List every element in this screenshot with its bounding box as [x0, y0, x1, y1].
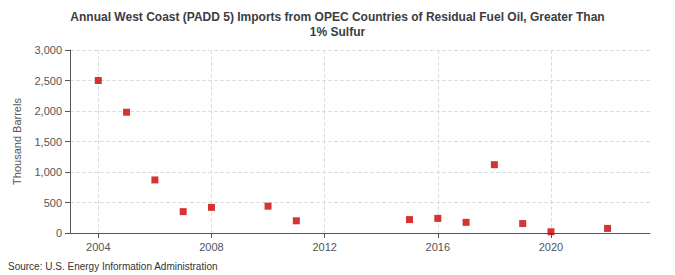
svg-text:2020: 2020	[539, 241, 563, 253]
svg-text:2004: 2004	[86, 241, 110, 253]
svg-text:500: 500	[44, 197, 62, 209]
svg-text:1% Sulfur: 1% Sulfur	[310, 25, 366, 39]
svg-text:Thousand Barrels: Thousand Barrels	[11, 98, 23, 185]
svg-text:3,000: 3,000	[34, 44, 62, 56]
svg-text:1,500: 1,500	[34, 136, 62, 148]
svg-text:Annual West Coast (PADD 5) Imp: Annual West Coast (PADD 5) Imports from …	[70, 10, 604, 24]
svg-text:1,000: 1,000	[34, 166, 62, 178]
svg-text:2012: 2012	[312, 241, 336, 253]
svg-text:2,500: 2,500	[34, 75, 62, 87]
svg-text:2,000: 2,000	[34, 105, 62, 117]
svg-text:0: 0	[56, 227, 62, 239]
svg-text:2008: 2008	[199, 241, 223, 253]
svg-text:Source: U.S. Energy Informatio: Source: U.S. Energy Information Administ…	[8, 261, 218, 272]
svg-text:2016: 2016	[426, 241, 450, 253]
